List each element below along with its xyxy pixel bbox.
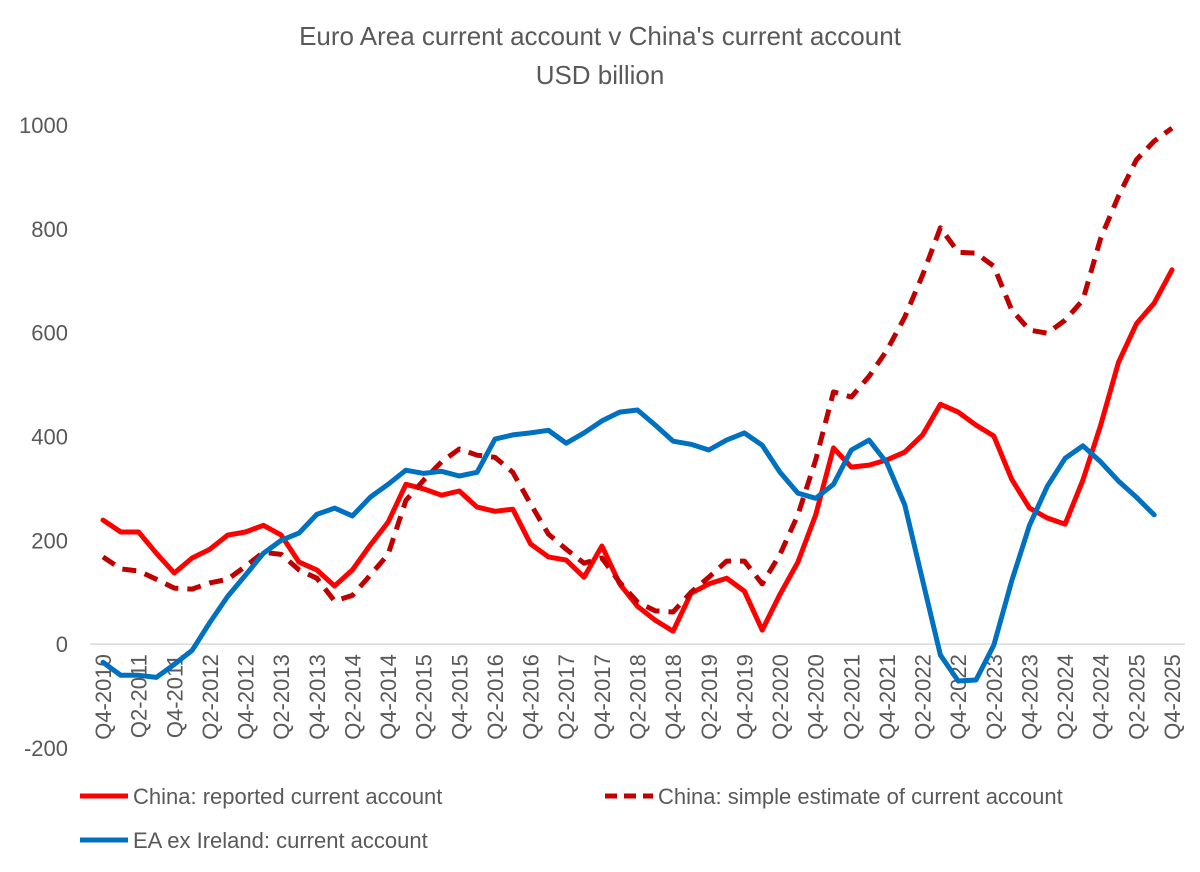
- y-tick-label: 0: [56, 632, 68, 657]
- x-tick-label: Q2-2011: [127, 654, 152, 738]
- x-tick-label: Q4-2024: [1089, 654, 1114, 740]
- x-tick-label: Q4-2023: [1017, 654, 1042, 740]
- legend-label: China: reported current account: [133, 784, 442, 809]
- series-line: [101, 126, 1174, 615]
- x-tick-label: Q4-2018: [661, 654, 686, 740]
- x-tick-label: Q2-2015: [412, 654, 437, 740]
- x-tick-label: Q2-2024: [1053, 654, 1078, 740]
- x-tick-label: Q2-2020: [768, 654, 793, 740]
- x-tick-label: Q2-2023: [982, 654, 1007, 740]
- x-tick-label: Q2-2016: [483, 654, 508, 740]
- y-tick-label: 200: [31, 528, 68, 553]
- legend-label: China: simple estimate of current accoun…: [658, 784, 1063, 809]
- y-tick-label: 400: [31, 425, 68, 450]
- legend-label: EA ex Ireland: current account: [133, 828, 428, 853]
- series-line: [100, 407, 1157, 684]
- series-line: [100, 267, 1175, 634]
- y-tick-label: -200: [24, 736, 68, 761]
- x-tick-label: Q2-2014: [340, 654, 365, 740]
- x-tick-label: Q4-2021: [875, 654, 900, 740]
- x-tick-label: Q2-2018: [626, 654, 651, 740]
- chart-title: Euro Area current account v China's curr…: [299, 21, 902, 51]
- x-tick-label: Q4-2020: [804, 654, 829, 740]
- x-tick-label: Q4-2019: [732, 654, 757, 740]
- y-tick-label: 600: [31, 321, 68, 346]
- y-tick-label: 1000: [19, 113, 68, 138]
- x-tick-label: Q4-2015: [447, 654, 472, 740]
- x-tick-label: Q2-2019: [697, 654, 722, 740]
- x-tick-label: Q4-2017: [590, 654, 615, 740]
- x-tick-label: Q4-2012: [234, 654, 259, 740]
- x-tick-label: Q2-2022: [911, 654, 936, 740]
- y-tick-label: 800: [31, 217, 68, 242]
- x-tick-label: Q2-2013: [269, 654, 294, 740]
- x-tick-label: Q2-2017: [554, 654, 579, 740]
- x-tick-label: Q2-2012: [198, 654, 223, 740]
- x-tick-label: Q4-2025: [1160, 654, 1185, 740]
- chart-subtitle: USD billion: [536, 60, 665, 90]
- x-tick-label: Q4-2013: [305, 654, 330, 740]
- x-tick-label: Q2-2025: [1124, 654, 1149, 740]
- x-tick-label: Q4-2016: [519, 654, 544, 740]
- x-tick-label: Q4-2014: [376, 654, 401, 740]
- x-tick-label: Q2-2021: [839, 654, 864, 740]
